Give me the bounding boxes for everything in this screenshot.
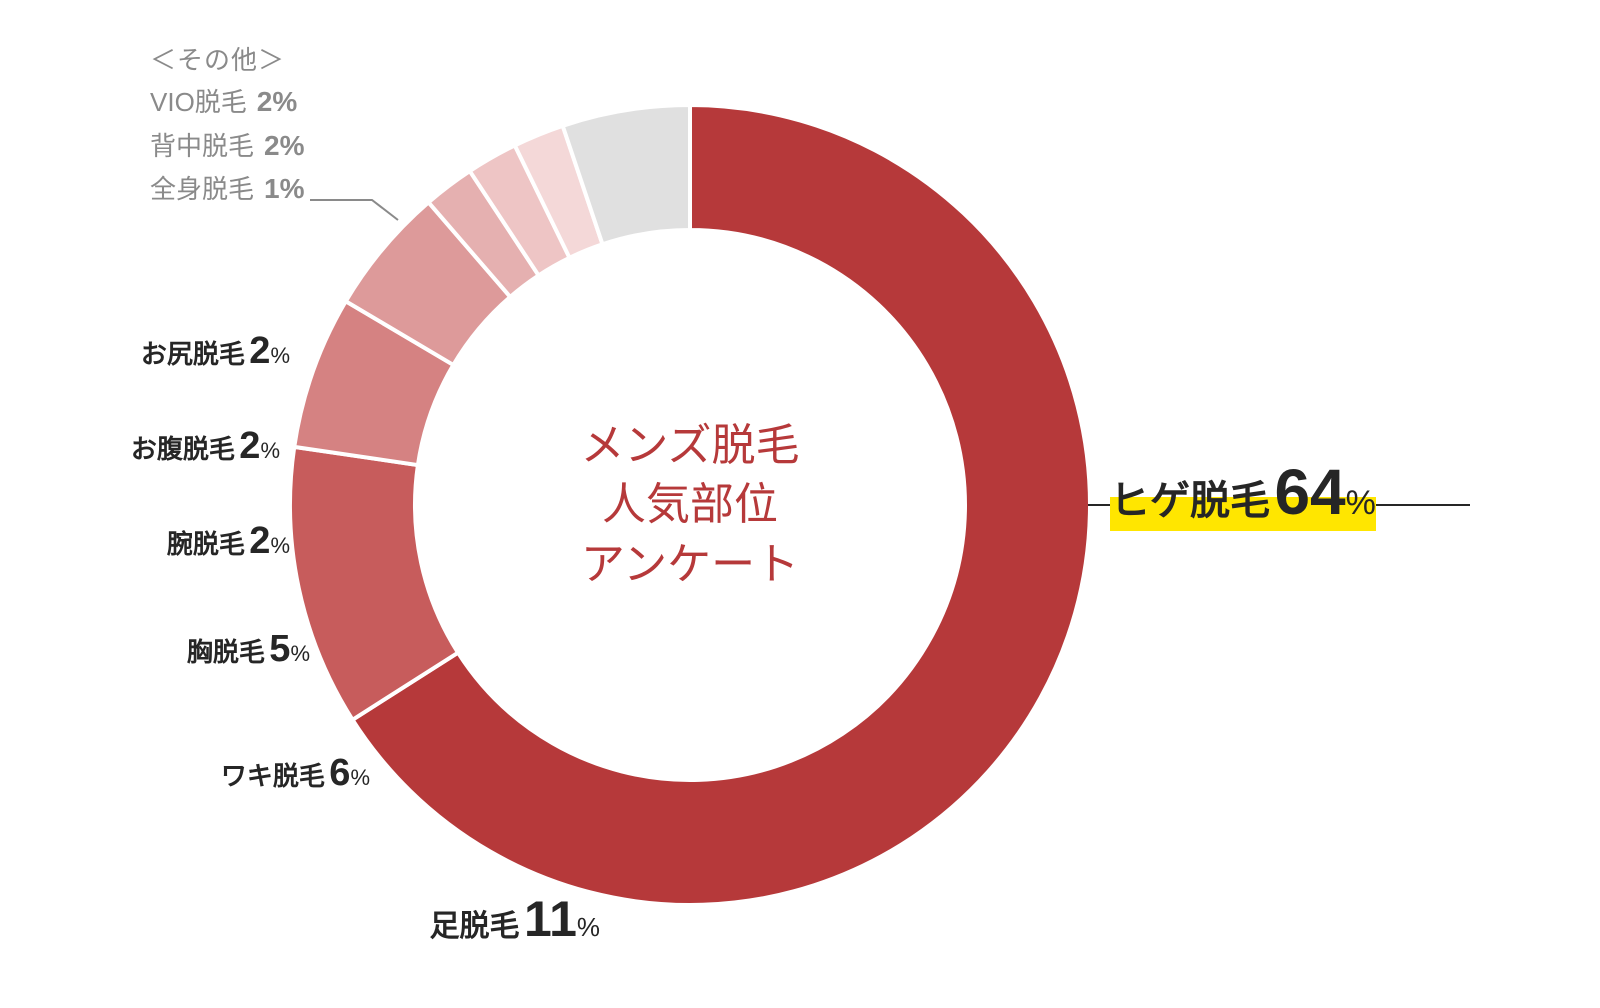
label-suffix: % [577,912,600,942]
other-item-value: 2% [264,130,304,161]
other-item-value: 2% [257,86,297,117]
donut-chart: メンズ脱毛 人気部位 アンケート ヒゲ脱毛 64%足脱毛 11%ワキ脱毛 6%胸… [0,0,1600,1008]
label-suffix: % [1346,484,1376,522]
other-breakdown: ＜その他＞VIO脱毛2%背中脱毛2%全身脱毛1% [150,40,304,210]
slice-label-お腹脱毛: お腹脱毛 2% [131,425,280,468]
slice-label-ワキ脱毛: ワキ脱毛 6% [221,752,370,795]
other-item-name: 全身脱毛 [150,174,254,204]
label-name: お尻脱毛 [141,339,245,369]
slice-label-お尻脱毛: お尻脱毛 2% [141,330,290,373]
label-suffix: % [270,533,290,558]
chart-center-title: メンズ脱毛 人気部位 アンケート [530,416,850,594]
other-title: ＜その他＞ [150,40,304,80]
label-name: 腕脱毛 [167,529,245,559]
label-name: ヒゲ脱毛 [1110,479,1270,523]
label-name: 足脱毛 [430,910,520,943]
slice-label-足脱毛: 足脱毛 11% [430,890,600,948]
other-item: 背中脱毛 2% [150,124,304,167]
label-value: 2 [239,425,260,467]
other-item-name: 背中脱毛 [150,131,254,161]
label-name: ワキ脱毛 [221,761,325,791]
label-suffix: % [270,343,290,368]
other-item-name: VIO脱毛 [150,87,247,117]
label-suffix: % [350,765,370,790]
label-name: 胸脱毛 [187,637,265,667]
label-value: 11 [524,891,577,947]
label-value: 5 [269,628,290,670]
label-name: お腹脱毛 [131,434,235,464]
slice-label-腕脱毛: 腕脱毛 2% [167,520,290,563]
label-value: 2 [249,520,270,562]
label-suffix: % [260,438,280,463]
leader-line [310,200,398,220]
label-value: 64 [1274,456,1345,528]
slice-label-胸脱毛: 胸脱毛 5% [187,628,310,671]
label-value: 2 [249,330,270,372]
label-suffix: % [290,641,310,666]
other-item-value: 1% [264,173,304,204]
other-item: 全身脱毛 1% [150,167,304,210]
label-value: 6 [329,752,350,794]
other-item: VIO脱毛 2% [150,80,304,123]
slice-label-ヒゲ脱毛: ヒゲ脱毛 64% [1110,455,1376,531]
